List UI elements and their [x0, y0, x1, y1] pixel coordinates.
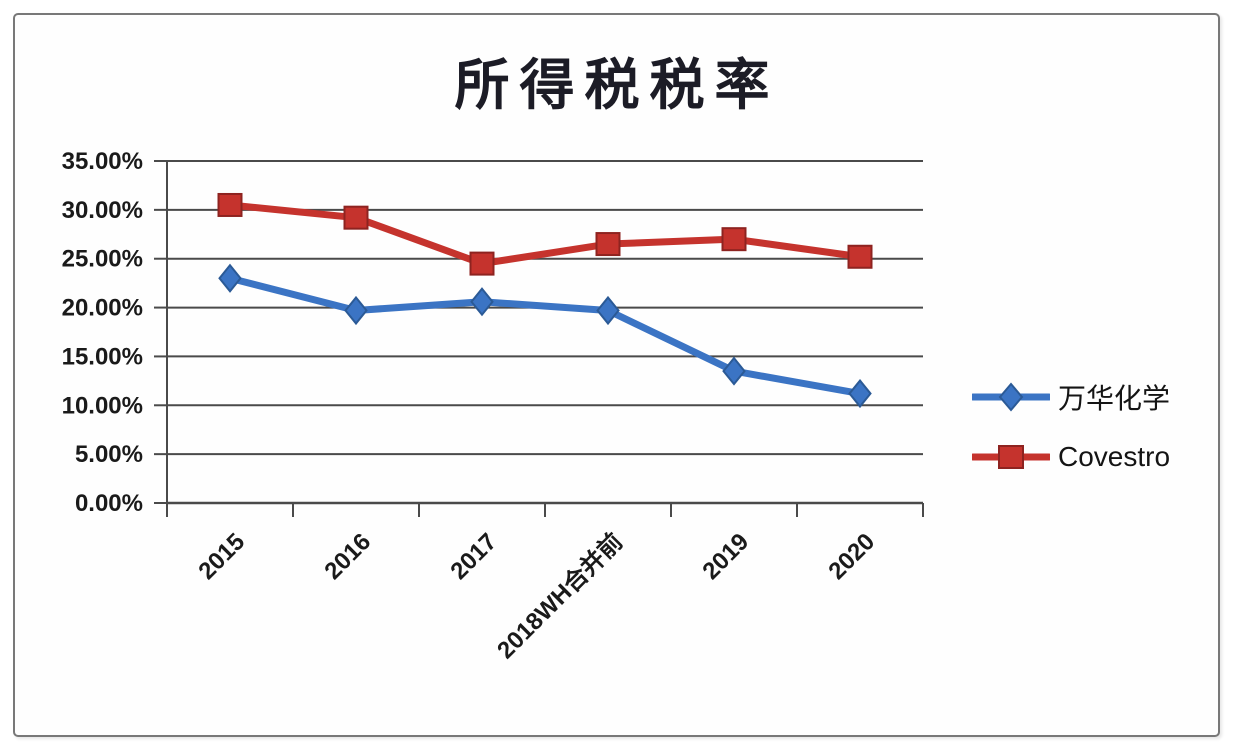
y-axis-label: 10.00% — [62, 392, 143, 419]
chart-title: 所得税税率 — [454, 52, 780, 117]
x-axis-label: 2017 — [445, 528, 502, 585]
data-point-square — [343, 205, 369, 230]
data-point-diamond — [218, 263, 242, 293]
legend-item-wanhua[interactable]: 万华化学 — [972, 381, 1170, 414]
x-axis-label: 2019 — [697, 528, 754, 585]
data-point-diamond — [596, 295, 620, 326]
series-line-1 — [226, 274, 864, 398]
x-axis-label: 2016 — [319, 528, 376, 585]
y-axis-label: 35.00% — [62, 148, 143, 175]
chart-legend: 万华化学 Covestro — [972, 381, 1170, 473]
series-line-2 — [226, 201, 864, 268]
y-axis-label: 25.00% — [62, 246, 143, 273]
y-axis-label: 30.00% — [62, 197, 143, 224]
data-point-square — [469, 251, 495, 276]
x-axis-label: 2020 — [823, 528, 880, 585]
data-point-square — [847, 244, 873, 269]
legend-diamond-marker-icon — [972, 382, 1050, 412]
y-axis-label: 15.00% — [62, 343, 143, 370]
data-point-square — [721, 227, 747, 252]
legend-square-marker-icon — [972, 445, 1050, 469]
legend-label-covestro: Covestro — [1058, 441, 1171, 472]
y-axis-label: 5.00% — [75, 441, 143, 468]
data-point-square — [217, 192, 243, 217]
x-axis-label: 2018WH合并前 — [492, 527, 629, 664]
legend-label-wanhua: 万华化学 — [1058, 383, 1171, 414]
data-point-diamond — [470, 287, 494, 317]
data-point-diamond — [848, 378, 872, 409]
legend-item-covestro[interactable]: Covestro — [972, 441, 1170, 473]
x-axis-label: 2015 — [193, 528, 250, 585]
data-point-diamond — [344, 295, 368, 326]
chart-card — [13, 13, 1220, 737]
y-axis-label: 0.00% — [75, 490, 143, 517]
data-point-diamond — [722, 356, 746, 386]
y-axis-label: 20.00% — [62, 295, 143, 322]
data-point-square — [595, 232, 621, 257]
